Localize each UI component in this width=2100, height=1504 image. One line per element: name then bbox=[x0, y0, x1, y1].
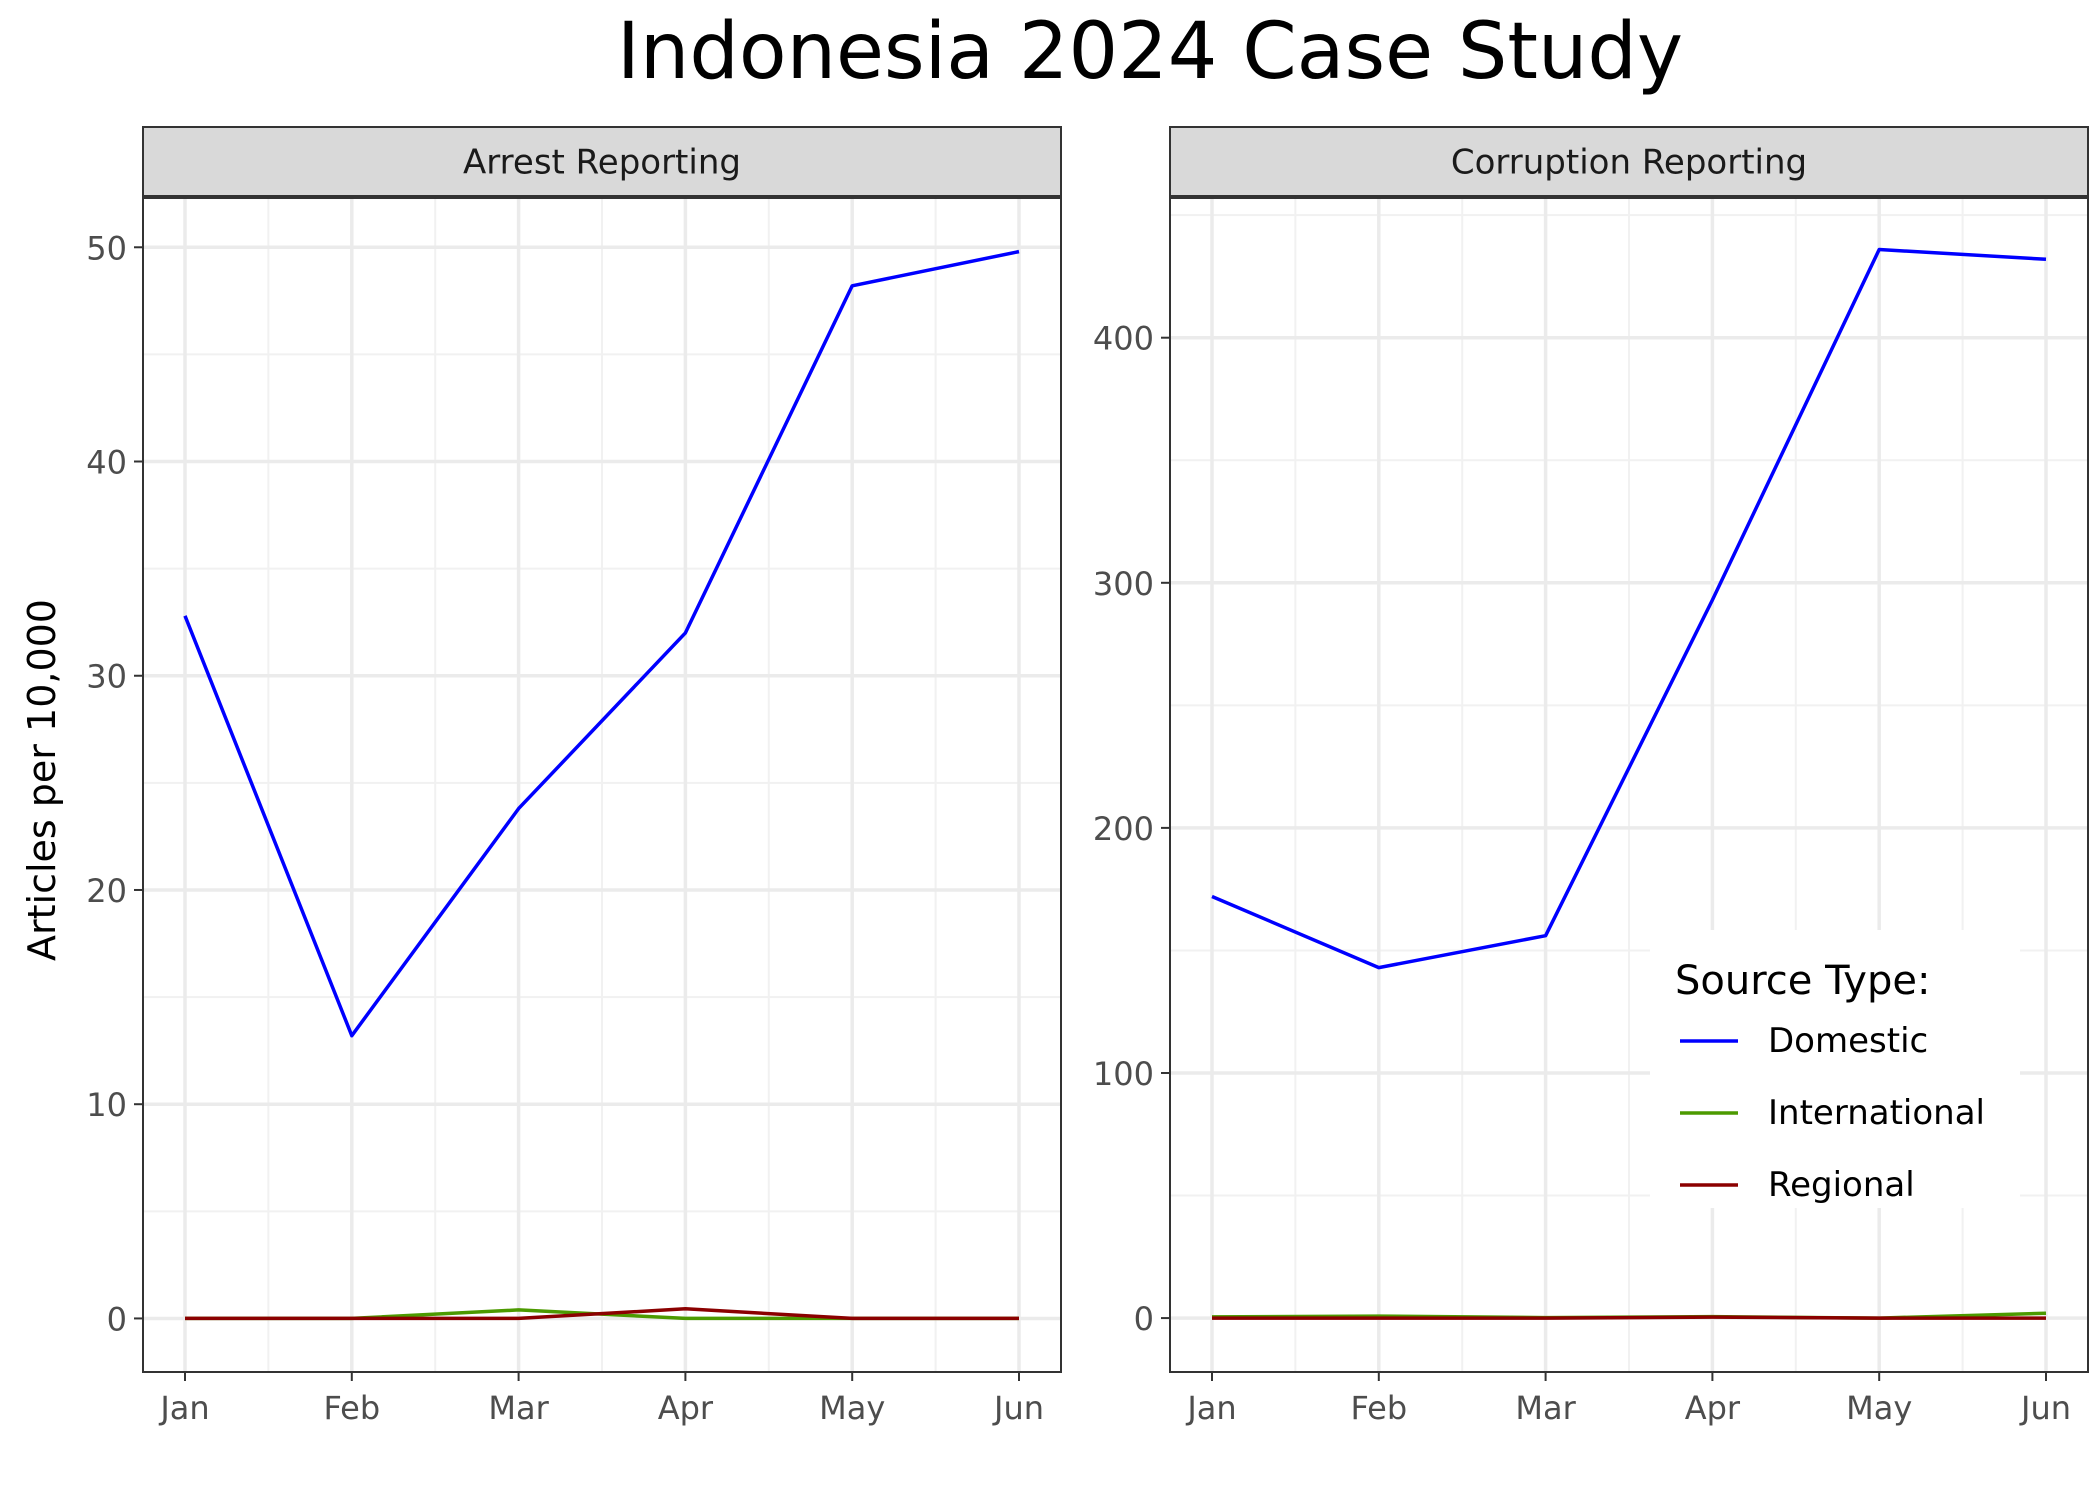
y-tick-label: 30 bbox=[86, 658, 127, 696]
legend-label-international: International bbox=[1768, 1093, 1985, 1133]
series-line-regional bbox=[1212, 1315, 2046, 1320]
x-tick-label: Jan bbox=[158, 1389, 209, 1427]
facet-panel-2: Corruption Reporting 0 100 200 300 400 Jan Feb M… bbox=[1093, 126, 2089, 1427]
facet-strip-title: Corruption Reporting bbox=[1451, 143, 1807, 183]
legend-label-domestic: Domestic bbox=[1768, 1021, 1928, 1061]
x-tick-label: Feb bbox=[1350, 1389, 1407, 1427]
facet-strip bbox=[142, 126, 1062, 197]
chart-title: Indonesia 2024 Case Study bbox=[617, 7, 1683, 97]
x-tick-label: Mar bbox=[488, 1389, 549, 1427]
legend: Source Type: Domestic International Regiona… bbox=[1650, 930, 2020, 1208]
y-tick-label: 50 bbox=[86, 229, 127, 267]
series-line-regional bbox=[185, 1307, 1019, 1321]
y-tick-label: 10 bbox=[86, 1086, 127, 1124]
y-tick-label: 200 bbox=[1093, 810, 1154, 848]
x-tick-label: Jan bbox=[1185, 1389, 1236, 1427]
x-tick-label: Apr bbox=[658, 1389, 714, 1427]
y-tick-label: 0 bbox=[1134, 1300, 1154, 1338]
x-tick-label: May bbox=[819, 1389, 885, 1427]
facets-layer: Arrest Reporting 0 10 20 30 40 50 Jan Feb Mar Apr M… bbox=[86, 126, 2089, 1427]
y-tick-label: 300 bbox=[1093, 565, 1154, 603]
x-tick-label: Mar bbox=[1515, 1389, 1576, 1427]
series-line-domestic bbox=[1211, 247, 2047, 970]
y-tick-label: 100 bbox=[1093, 1055, 1154, 1093]
y-axis-label: Articles per 10,000 bbox=[20, 599, 64, 961]
facet-strip-title: Arrest Reporting bbox=[463, 143, 741, 183]
x-tick-label: Jun bbox=[2019, 1389, 2071, 1427]
y-tick-label: 400 bbox=[1093, 320, 1154, 358]
legend-label-regional: Regional bbox=[1768, 1165, 1915, 1205]
panel-border bbox=[142, 197, 1062, 1373]
y-tick-label: 40 bbox=[86, 444, 127, 482]
x-tick-label: Jun bbox=[992, 1389, 1044, 1427]
y-tick-label: 20 bbox=[86, 872, 127, 910]
panel-border bbox=[1169, 197, 2089, 1373]
series-line-domestic bbox=[183, 249, 1020, 1038]
x-tick-label: May bbox=[1846, 1389, 1912, 1427]
x-tick-label: Apr bbox=[1685, 1389, 1741, 1427]
y-tick-label: 0 bbox=[107, 1300, 127, 1338]
facet-strip bbox=[1169, 126, 2089, 197]
legend-background bbox=[1650, 930, 2020, 1208]
x-tick-label: Feb bbox=[323, 1389, 380, 1427]
legend-title: Source Type: bbox=[1675, 958, 1930, 1004]
facet-panel-1: Arrest Reporting 0 10 20 30 40 50 Jan Feb Mar Apr M… bbox=[86, 126, 1062, 1427]
